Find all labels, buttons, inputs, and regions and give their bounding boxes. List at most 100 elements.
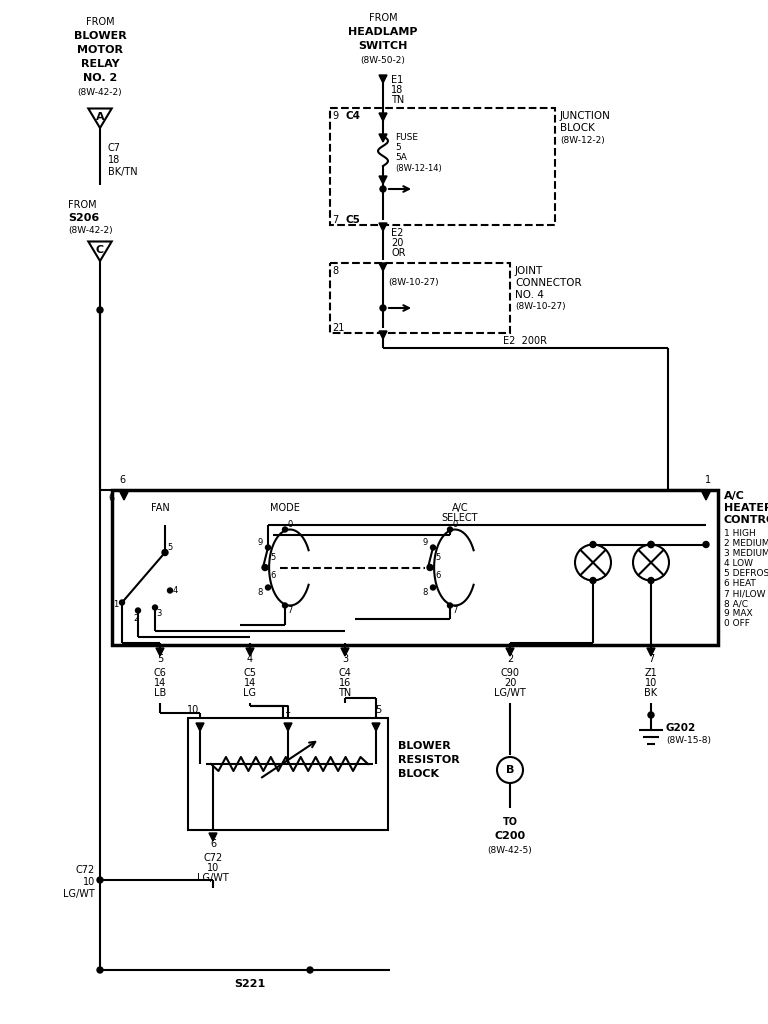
Circle shape bbox=[283, 527, 287, 532]
Text: 9: 9 bbox=[332, 111, 338, 121]
Text: C72: C72 bbox=[76, 865, 95, 874]
Text: JUNCTION: JUNCTION bbox=[560, 111, 611, 121]
Text: 9: 9 bbox=[257, 538, 263, 547]
Text: B: B bbox=[506, 765, 515, 775]
Text: TN: TN bbox=[391, 95, 404, 105]
Polygon shape bbox=[506, 648, 514, 656]
Text: C: C bbox=[96, 245, 104, 255]
Text: C200: C200 bbox=[495, 831, 525, 841]
Text: S221: S221 bbox=[234, 979, 266, 989]
Text: A: A bbox=[96, 112, 104, 122]
Bar bbox=[112, 490, 718, 645]
Text: BK: BK bbox=[644, 688, 657, 698]
Polygon shape bbox=[284, 723, 292, 731]
Text: 14: 14 bbox=[244, 678, 256, 688]
Text: E1: E1 bbox=[391, 75, 403, 85]
Text: C6: C6 bbox=[154, 668, 167, 678]
Text: 7: 7 bbox=[332, 215, 338, 225]
Text: LB: LB bbox=[154, 688, 166, 698]
Polygon shape bbox=[196, 723, 204, 731]
Circle shape bbox=[648, 542, 654, 548]
Text: 2: 2 bbox=[134, 614, 139, 623]
Circle shape bbox=[97, 877, 103, 883]
Polygon shape bbox=[379, 331, 387, 339]
Text: 5: 5 bbox=[270, 553, 276, 562]
Text: LG/WT: LG/WT bbox=[197, 873, 229, 883]
Text: SWITCH: SWITCH bbox=[359, 41, 408, 51]
Polygon shape bbox=[379, 223, 387, 231]
Text: C4: C4 bbox=[345, 111, 360, 121]
Circle shape bbox=[648, 578, 654, 584]
Text: 8 A/C: 8 A/C bbox=[724, 599, 748, 608]
Text: FROM: FROM bbox=[68, 200, 97, 210]
Text: 18: 18 bbox=[108, 155, 121, 165]
Text: SELECT: SELECT bbox=[442, 513, 478, 523]
Text: RELAY: RELAY bbox=[81, 59, 119, 69]
Text: 10: 10 bbox=[645, 678, 657, 688]
Text: S206: S206 bbox=[68, 213, 99, 223]
Text: A/C: A/C bbox=[452, 503, 468, 513]
Text: 4: 4 bbox=[172, 586, 177, 595]
Circle shape bbox=[590, 542, 596, 548]
Text: 14: 14 bbox=[154, 678, 166, 688]
Polygon shape bbox=[702, 492, 710, 500]
Polygon shape bbox=[341, 648, 349, 656]
Text: G202: G202 bbox=[666, 723, 697, 733]
Text: E2: E2 bbox=[391, 228, 403, 238]
Text: 10: 10 bbox=[207, 863, 219, 873]
Polygon shape bbox=[647, 648, 655, 656]
Text: (8W-42-5): (8W-42-5) bbox=[488, 846, 532, 854]
Text: A/C: A/C bbox=[724, 490, 745, 501]
Text: C5: C5 bbox=[243, 668, 257, 678]
Polygon shape bbox=[379, 134, 387, 142]
Text: 9: 9 bbox=[422, 538, 428, 547]
Text: RESISTOR: RESISTOR bbox=[398, 755, 460, 765]
Circle shape bbox=[648, 712, 654, 718]
Text: 5: 5 bbox=[157, 654, 163, 664]
Bar bbox=[330, 263, 510, 333]
Polygon shape bbox=[379, 75, 387, 83]
Circle shape bbox=[648, 542, 654, 548]
Text: HEADLAMP: HEADLAMP bbox=[348, 27, 418, 37]
Text: 8: 8 bbox=[257, 588, 263, 597]
Text: 16: 16 bbox=[339, 678, 351, 688]
Circle shape bbox=[448, 527, 452, 532]
Text: 0: 0 bbox=[287, 520, 293, 529]
Text: 20: 20 bbox=[504, 678, 516, 688]
Text: LG: LG bbox=[243, 688, 257, 698]
Circle shape bbox=[153, 605, 157, 610]
Text: 5: 5 bbox=[435, 553, 441, 562]
Text: 0: 0 bbox=[452, 520, 458, 529]
Text: 6: 6 bbox=[210, 839, 216, 849]
Text: C4: C4 bbox=[339, 668, 352, 678]
Text: Z1: Z1 bbox=[644, 668, 657, 678]
Text: 8: 8 bbox=[422, 588, 428, 597]
Text: (8W-10-27): (8W-10-27) bbox=[388, 279, 439, 288]
Text: HEATER: HEATER bbox=[724, 503, 768, 513]
Text: JOINT: JOINT bbox=[515, 266, 543, 276]
Text: LG/WT: LG/WT bbox=[494, 688, 526, 698]
Circle shape bbox=[431, 585, 435, 590]
Bar bbox=[330, 108, 555, 225]
Circle shape bbox=[97, 307, 103, 313]
Circle shape bbox=[703, 542, 709, 548]
Text: BLOCK: BLOCK bbox=[560, 123, 595, 133]
Text: E2  200R: E2 200R bbox=[503, 336, 547, 346]
Circle shape bbox=[427, 564, 433, 570]
Circle shape bbox=[448, 603, 452, 608]
Text: MODE: MODE bbox=[270, 503, 300, 513]
Text: 5: 5 bbox=[167, 543, 173, 552]
Text: BLOWER: BLOWER bbox=[74, 31, 127, 41]
Text: C7: C7 bbox=[108, 143, 121, 153]
Text: LG/WT: LG/WT bbox=[63, 889, 95, 899]
Text: 20: 20 bbox=[391, 238, 403, 248]
Polygon shape bbox=[156, 648, 164, 656]
Bar bbox=[188, 718, 388, 830]
Text: 7: 7 bbox=[452, 606, 458, 615]
Text: 9 MAX: 9 MAX bbox=[724, 609, 753, 618]
Circle shape bbox=[307, 967, 313, 973]
Text: FROM: FROM bbox=[86, 17, 114, 27]
Text: 6: 6 bbox=[108, 493, 114, 503]
Text: 18: 18 bbox=[391, 85, 403, 95]
Circle shape bbox=[266, 585, 270, 590]
